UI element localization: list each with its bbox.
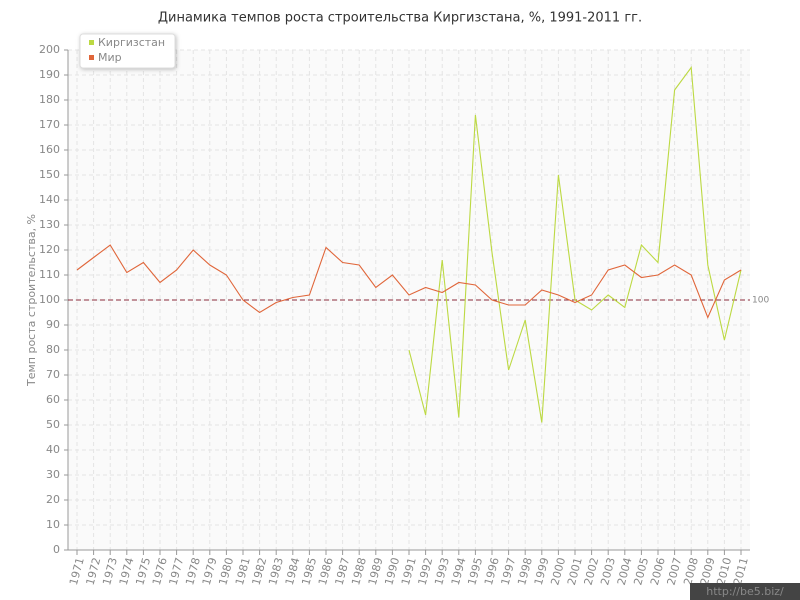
y-tick-label: 20 (46, 493, 60, 506)
legend-box (79, 33, 176, 69)
series-line (408, 65, 742, 423)
y-tick-label: 0 (53, 543, 60, 556)
y-tick-label: 120 (39, 243, 60, 256)
watermark: http://be5.biz/ (706, 585, 784, 598)
y-tick-label: 100 (39, 293, 60, 306)
series-line (76, 244, 742, 319)
y-tick-label: 90 (46, 318, 60, 331)
y-tick-label: 110 (39, 268, 60, 281)
y-tick-label: 70 (46, 368, 60, 381)
y-tick-label: 140 (39, 193, 60, 206)
y-tick-label: 50 (46, 418, 60, 431)
legend-swatch (89, 55, 94, 60)
y-axis-title: Темп роста строительства, % (25, 214, 38, 387)
y-tick-label: 200 (39, 43, 60, 56)
y-tick-label: 180 (39, 93, 60, 106)
y-tick-label: 190 (39, 68, 60, 81)
legend-swatch (89, 40, 94, 45)
chart-title: Динамика темпов роста строительства Кирг… (158, 11, 642, 26)
reference-label: 100 (752, 296, 769, 306)
y-tick-label: 130 (39, 218, 60, 231)
legend: Киргизстан Мир (79, 33, 176, 69)
legend-label: Киргизстан (98, 36, 165, 49)
y-tick-label: 150 (39, 168, 60, 181)
legend-label: Мир (98, 51, 122, 64)
y-tick-label: 170 (39, 118, 60, 131)
y-tick-label: 60 (46, 393, 60, 406)
y-tick-label: 80 (46, 343, 60, 356)
y-tick-label: 10 (46, 518, 60, 531)
y-tick-label: 160 (39, 143, 60, 156)
y-tick-label: 30 (46, 468, 60, 481)
watermark-bg (690, 583, 800, 600)
y-tick-label: 40 (46, 443, 60, 456)
